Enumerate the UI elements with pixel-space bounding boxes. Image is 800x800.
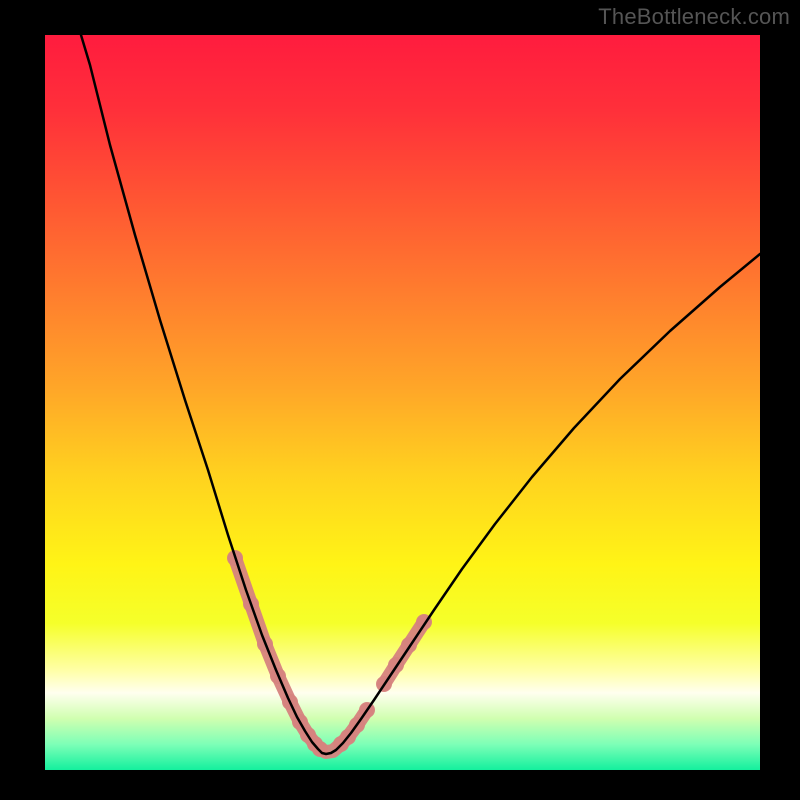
watermark-text: TheBottleneck.com bbox=[598, 4, 790, 30]
bottleneck-curve-chart bbox=[0, 0, 800, 800]
chart-stage: TheBottleneck.com bbox=[0, 0, 800, 800]
